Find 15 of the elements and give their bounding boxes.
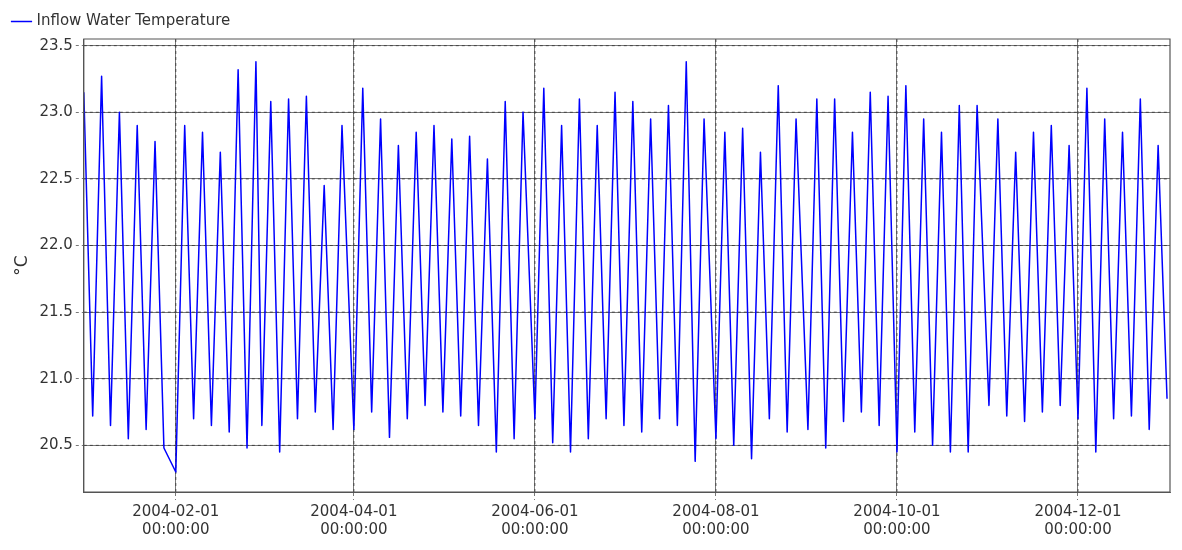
x-tick-label: 2004-12-01 00:00:00 (1034, 501, 1122, 538)
y-tick-label: 22.5 (39, 168, 73, 187)
y-tick-label: 21.0 (39, 368, 73, 387)
x-tick-label: 2004-08-01 00:00:00 (672, 501, 760, 538)
x-tick-label: 2004-02-01 00:00:00 (132, 501, 220, 538)
x-tick-label: 2004-06-01 00:00:00 (491, 501, 579, 538)
y-tick-label: 23.5 (39, 35, 73, 54)
x-tick-label: 2004-04-01 00:00:00 (310, 501, 398, 538)
y-tick-label: 21.5 (39, 302, 73, 321)
y-tick-label: 20.5 (39, 435, 73, 454)
y-tick-label: 23.0 (39, 102, 73, 121)
y-axis-title: °C (10, 255, 31, 276)
x-tick-label: 2004-10-01 00:00:00 (853, 501, 941, 538)
y-tick-label: 22.0 (39, 235, 73, 254)
legend-label: Inflow Water Temperature (36, 11, 231, 30)
